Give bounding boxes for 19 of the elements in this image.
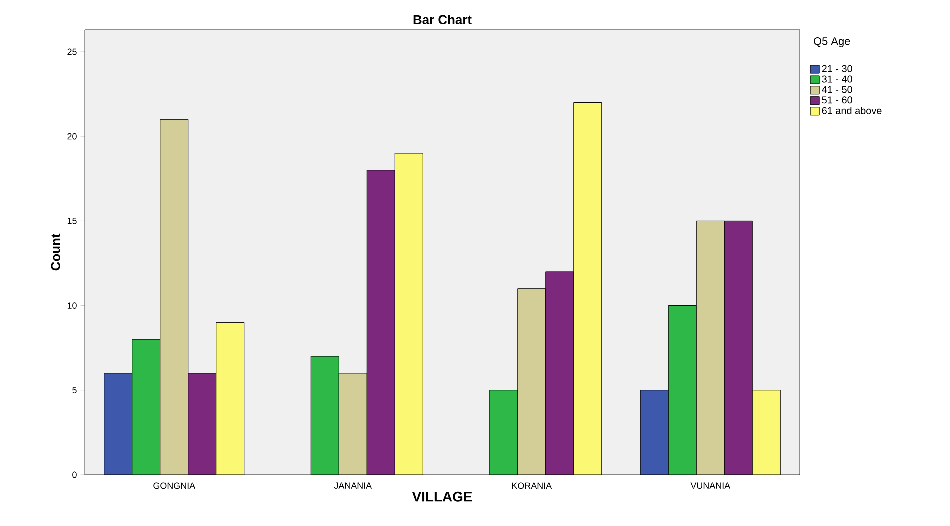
legend-label: 61 and above: [822, 107, 882, 114]
x-tick-label: VUNANIA: [690, 482, 731, 490]
legend-label: 21 - 30: [822, 65, 852, 72]
y-tick-label: 0: [72, 472, 77, 478]
y-tick-label: 20: [68, 133, 77, 140]
legend-label: 41 - 50: [822, 86, 852, 94]
legend-label: 51 - 60: [822, 96, 852, 104]
y-tick-label: 25: [68, 48, 77, 56]
y-axis-title: Count: [51, 234, 60, 271]
legend-label: 31 - 40: [822, 76, 852, 83]
x-tick-label: KORANIA: [512, 482, 552, 490]
x-tick-label: GONGNIA: [154, 482, 196, 490]
x-tick-label: JANANIA: [334, 482, 372, 490]
x-axis-title: VILLAGE: [412, 492, 472, 502]
legend-title: Q5 Age: [814, 38, 850, 48]
y-tick-label: 5: [72, 387, 77, 394]
y-tick-label: 10: [68, 302, 77, 309]
y-tick-label: 15: [68, 218, 77, 224]
chart-title: Bar Chart: [414, 14, 472, 24]
